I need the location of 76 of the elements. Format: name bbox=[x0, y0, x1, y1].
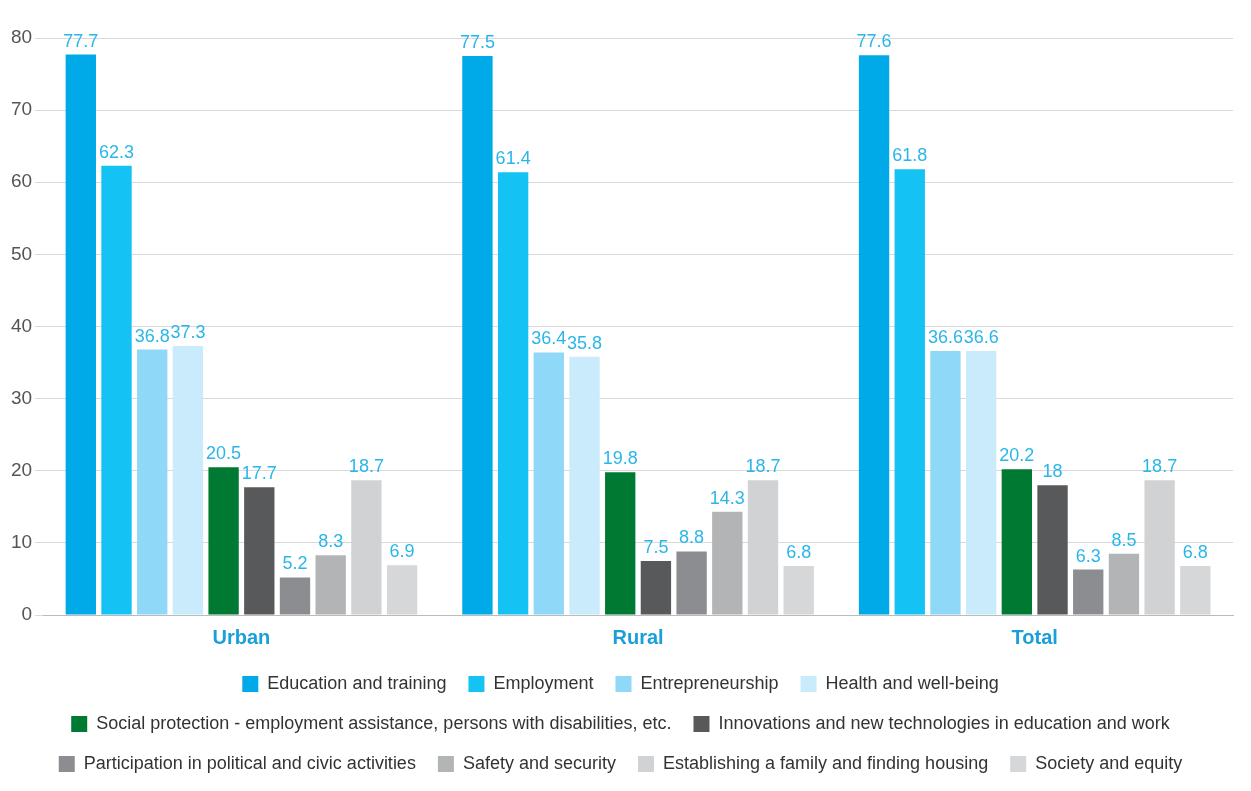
bar bbox=[965, 351, 997, 615]
legend-label: Employment bbox=[493, 672, 594, 693]
bar bbox=[605, 472, 636, 615]
bar bbox=[244, 487, 275, 615]
legend-label: Social protection - employment assistance, persons with disabilities, etc. bbox=[96, 712, 672, 733]
data-label: 37.3 bbox=[170, 321, 206, 342]
bar bbox=[1180, 565, 1211, 615]
data-label: 77.5 bbox=[459, 32, 495, 52]
data-label: 5.2 bbox=[282, 553, 308, 574]
data-label: 77.6 bbox=[856, 31, 892, 52]
data-label: 18.7 bbox=[348, 456, 384, 477]
data-label: 36.8 bbox=[134, 325, 170, 346]
data-label: 36.6 bbox=[963, 326, 999, 347]
y-tick-label: 10 bbox=[10, 531, 33, 553]
data-label: 35.8 bbox=[567, 332, 603, 353]
legend-label: Establishing a family and finding housing bbox=[662, 752, 989, 773]
bar bbox=[137, 349, 168, 615]
legend-label: Society and equity bbox=[1035, 752, 1183, 773]
bar bbox=[208, 467, 239, 615]
data-label: 61.4 bbox=[495, 148, 531, 169]
data-label: 77.7 bbox=[63, 30, 99, 51]
legend-label: Education and training bbox=[267, 672, 447, 693]
bar bbox=[65, 54, 96, 615]
data-label: 14.3 bbox=[709, 487, 745, 508]
bar bbox=[930, 351, 961, 615]
x-tick-label: Urban bbox=[212, 625, 271, 648]
x-tick-label: Rural bbox=[612, 625, 664, 648]
y-tick-label: 20 bbox=[10, 458, 33, 480]
bar bbox=[279, 577, 311, 615]
data-label: 18.7 bbox=[1142, 456, 1178, 477]
data-label: 8.5 bbox=[1111, 529, 1137, 550]
x-tick-label: Total bbox=[1011, 625, 1058, 648]
y-tick-label: 50 bbox=[10, 242, 33, 264]
bar bbox=[462, 56, 493, 615]
data-label: 17.7 bbox=[241, 463, 277, 484]
data-label: 7.5 bbox=[643, 536, 669, 557]
data-label: 8.3 bbox=[318, 531, 344, 552]
data-label: 20.5 bbox=[206, 443, 242, 464]
legend-label: Safety and security bbox=[462, 752, 616, 773]
bar bbox=[497, 172, 529, 615]
data-label: 6.3 bbox=[1075, 545, 1101, 566]
data-label: 6.8 bbox=[1182, 541, 1208, 562]
data-label: 19.8 bbox=[602, 448, 638, 469]
bar bbox=[676, 551, 707, 615]
y-tick-label: 60 bbox=[10, 170, 33, 192]
bar bbox=[1037, 485, 1068, 615]
data-label: 18 bbox=[1042, 461, 1063, 482]
bar bbox=[569, 356, 600, 615]
bar bbox=[1001, 469, 1033, 615]
data-label: 8.8 bbox=[679, 527, 705, 548]
data-label: 61.8 bbox=[892, 145, 928, 166]
y-tick-label: 80 bbox=[10, 26, 33, 48]
data-label: 18.7 bbox=[745, 456, 781, 477]
bar bbox=[101, 165, 132, 615]
data-label: 36.4 bbox=[531, 328, 567, 349]
bar bbox=[172, 345, 204, 615]
legend-label: Innovations and new technologies in education and work bbox=[718, 712, 1171, 733]
data-label: 20.2 bbox=[999, 445, 1035, 466]
data-label: 6.9 bbox=[389, 541, 415, 562]
y-tick-label: 70 bbox=[10, 98, 33, 120]
bar bbox=[858, 55, 890, 615]
bar bbox=[1073, 569, 1104, 615]
bar bbox=[386, 565, 418, 615]
bar bbox=[640, 560, 672, 615]
y-tick-label: 30 bbox=[10, 386, 33, 408]
data-label: 6.8 bbox=[786, 541, 812, 562]
y-tick-label: 40 bbox=[10, 314, 33, 336]
data-label: 62.3 bbox=[98, 141, 135, 162]
legend-label: Health and well-being bbox=[825, 672, 999, 693]
y-tick-label: 0 bbox=[21, 603, 33, 625]
bar bbox=[894, 169, 925, 615]
bar bbox=[783, 565, 814, 615]
legend-label: Entrepreneurship bbox=[640, 672, 779, 693]
legend-label: Participation in political and civic activities bbox=[83, 752, 416, 773]
data-label: 36.6 bbox=[927, 326, 963, 347]
bar bbox=[533, 352, 564, 615]
